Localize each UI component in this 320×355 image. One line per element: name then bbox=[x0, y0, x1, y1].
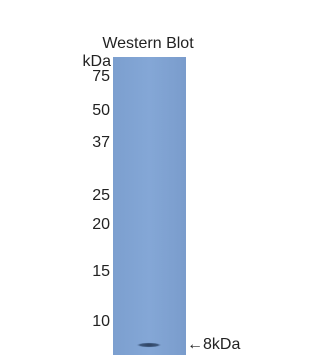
marker-label: 75 bbox=[92, 68, 110, 85]
band-annotation: ←8kDa bbox=[187, 336, 240, 353]
marker-label: 10 bbox=[92, 313, 110, 330]
blot-lane bbox=[113, 57, 186, 355]
page: Western Blot kDa 75503725201510 ←8kDa ((… bbox=[0, 0, 320, 355]
marker-labels: 75 50 37 25 20 15 10 bbox=[92, 68, 110, 330]
marker-label: 15 bbox=[92, 263, 110, 280]
marker-label: 50 bbox=[92, 102, 110, 119]
marker-label: 20 bbox=[92, 216, 110, 233]
marker-label: 25 bbox=[92, 187, 110, 204]
marker-label: 37 bbox=[92, 134, 110, 151]
blot-title: Western Blot bbox=[102, 35, 194, 52]
protein-band bbox=[136, 343, 162, 348]
